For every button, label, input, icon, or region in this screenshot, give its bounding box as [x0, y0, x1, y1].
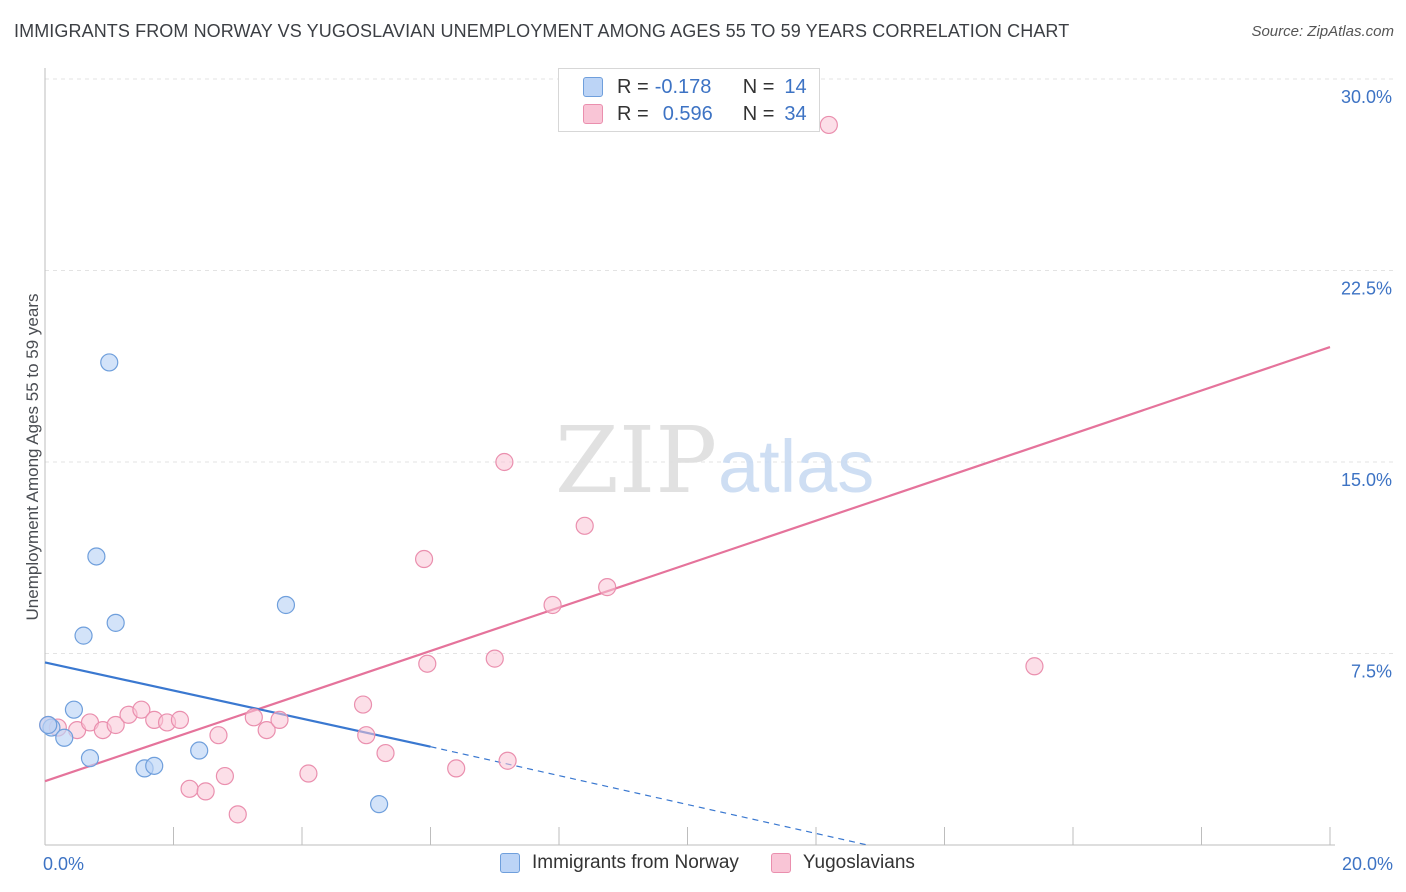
norway-swatch	[583, 77, 603, 97]
norway-point	[64, 700, 84, 719]
y-tick-label: 22.5%	[1341, 279, 1392, 299]
legend-row-norway: R = -0.178 N = 14	[583, 74, 807, 100]
yugoslavians-point	[1025, 657, 1044, 676]
watermark-zip: ZIP	[555, 407, 717, 514]
yugoslavians-point	[270, 710, 289, 729]
axes	[44, 68, 1335, 846]
legend-r-label: R =	[617, 75, 649, 98]
y-tick-label: 15.0%	[1341, 470, 1392, 490]
watermark-atlas: atlas	[718, 425, 874, 508]
legend-r-label: R =	[617, 102, 649, 125]
watermark: ZIP atlas	[555, 407, 874, 514]
yugoslavians-point	[598, 578, 617, 597]
norway-point	[74, 626, 93, 645]
yugoslavians-point	[357, 726, 376, 745]
norway-point	[87, 547, 106, 566]
norway-point	[190, 741, 209, 760]
legend-item-norway[interactable]: Immigrants from Norway	[500, 852, 739, 874]
legend-n-label: N =	[742, 75, 775, 98]
norway-legend-label: Immigrants from Norway	[532, 852, 739, 873]
y-axis-label: Unemployment Among Ages 55 to 59 years	[23, 294, 42, 621]
legend-item-yugoslavians[interactable]: Yugoslavians	[770, 852, 915, 874]
yugoslavians-point	[257, 720, 276, 740]
correlation-legend: R = -0.178 N = 14 R = 0.596 N = 34	[558, 68, 820, 132]
yugoslavians-point	[543, 595, 562, 615]
yugoslavians-point	[170, 710, 190, 729]
legend-row-yugoslavians: R = 0.596 N = 34	[583, 101, 807, 127]
yugoslavians-point	[209, 726, 228, 745]
y-tick-label: 30.0%	[1341, 87, 1392, 107]
source-label: Source: ZipAtlas.com	[1251, 23, 1394, 40]
norway-point	[39, 715, 58, 735]
yugoslavians-legend-label: Yugoslavians	[802, 852, 915, 873]
y-tick-labels: 7.5% 15.0% 22.5% 30.0%	[1341, 87, 1392, 682]
yugoslavians-point	[414, 549, 434, 569]
legend-n-value: 14	[784, 75, 807, 98]
yugoslavians-point	[575, 516, 594, 535]
yugoslavians-point	[244, 708, 263, 727]
yugoslavians-point	[498, 751, 517, 770]
gridlines	[45, 78, 1395, 654]
norway-point	[276, 595, 296, 615]
norway-point	[80, 749, 100, 768]
yugoslavians-points	[39, 115, 1044, 824]
norway-point	[55, 728, 74, 747]
x-tick-label: 20.0%	[1342, 854, 1393, 874]
series-legend: Immigrants from Norway Yugoslavians	[500, 852, 947, 874]
norway-point	[106, 613, 125, 632]
legend-r-value: -0.178	[654, 75, 712, 98]
x-tick-labels: 0.0% 20.0%	[43, 854, 1393, 874]
yugoslavians-point	[215, 766, 234, 786]
y-tick-label: 7.5%	[1351, 662, 1392, 682]
yugoslavians-point	[447, 759, 466, 778]
chart-title: IMMIGRANTS FROM NORWAY VS YUGOSLAVIAN UN…	[14, 21, 1070, 41]
legend-r-value: 0.596	[662, 102, 713, 125]
legend-n-label: N =	[742, 102, 775, 125]
yugoslavians-point	[228, 805, 247, 824]
yugoslavians-point	[196, 782, 215, 801]
x-tick-label: 0.0%	[43, 854, 84, 874]
yugoslavians-point	[819, 115, 838, 135]
yugoslavians-point	[495, 452, 514, 472]
norway-point	[370, 795, 389, 814]
norway-trendline-extension	[430, 746, 868, 846]
yugoslavians-swatch	[583, 104, 603, 124]
yugoslavians-point	[418, 654, 437, 673]
yugoslavians-legend-swatch	[770, 853, 791, 873]
yugoslavians-point	[106, 715, 125, 735]
yugoslavians-point	[180, 779, 199, 798]
norway-point	[100, 353, 119, 372]
yugoslavians-point	[353, 695, 373, 714]
legend-n-value: 34	[784, 102, 807, 125]
norway-point	[145, 756, 164, 775]
yugoslavians-point	[376, 743, 395, 763]
yugoslavians-point	[132, 700, 151, 719]
norway-points	[39, 353, 389, 814]
yugoslavians-point	[485, 649, 504, 668]
norway-legend-swatch	[500, 853, 520, 873]
yugoslavians-point	[299, 764, 318, 783]
